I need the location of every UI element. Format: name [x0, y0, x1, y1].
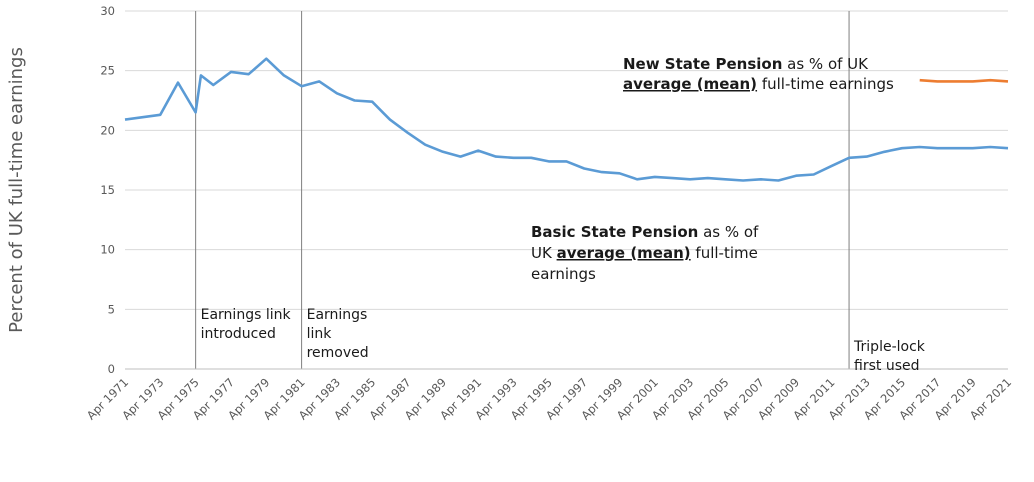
basic-state-pension-text1: as % of: [698, 223, 759, 241]
basic-state-pension-mean: average (mean): [557, 244, 691, 262]
new-state-pension-bold: New State Pension: [623, 55, 782, 73]
series-lines: [124, 57, 1009, 182]
basic-state-pension-annotation-line3: earnings: [531, 265, 596, 283]
basic-state-pension-annotation-line2: UK average (mean) full-time: [531, 244, 758, 262]
new-state-pension-annotation-line1: New State Pension as % of UK: [623, 55, 869, 73]
series-line: [124, 57, 1009, 182]
y-tick-label: 20: [100, 123, 115, 137]
event-label-line: Earnings link: [201, 307, 292, 323]
event-label-line: removed: [307, 345, 369, 361]
basic-state-pension-bold: Basic State Pension: [531, 223, 698, 241]
y-tick-label: 30: [100, 4, 115, 18]
series-line: [919, 78, 1009, 83]
basic-state-pension-text2a: UK: [531, 244, 557, 262]
event-label-line: Earnings: [307, 307, 368, 323]
event-label-line: introduced: [201, 326, 276, 342]
event-labels: Earnings link introduced Earnings link remov…: [201, 307, 926, 374]
new-state-pension-annotation-line2: average (mean) full-time earnings: [623, 75, 894, 93]
event-label-line: link: [307, 326, 333, 342]
y-tick-label: 0: [108, 362, 115, 376]
new-state-pension-text1: as % of UK: [782, 55, 869, 73]
y-tick-label: 5: [108, 302, 115, 316]
y-tick-label: 15: [100, 183, 115, 197]
event-label-line: Triple-lock: [853, 339, 926, 355]
y-axis-tick-labels: 0 5 10 15 20 25 30: [100, 4, 115, 376]
new-state-pension-mean: average (mean): [623, 75, 757, 93]
basic-state-pension-text2b: full-time: [691, 244, 758, 262]
event-label-line: first used: [854, 358, 919, 374]
basic-state-pension-annotation-line1: Basic State Pension as % of: [531, 223, 759, 241]
gridlines: [125, 10, 1008, 310]
event-markers: [195, 11, 850, 369]
y-tick-label: 25: [100, 64, 115, 78]
new-state-pension-text2: full-time earnings: [757, 75, 894, 93]
y-tick-label: 10: [100, 243, 115, 257]
y-axis-label: Percent of UK full-time earnings: [6, 47, 27, 333]
